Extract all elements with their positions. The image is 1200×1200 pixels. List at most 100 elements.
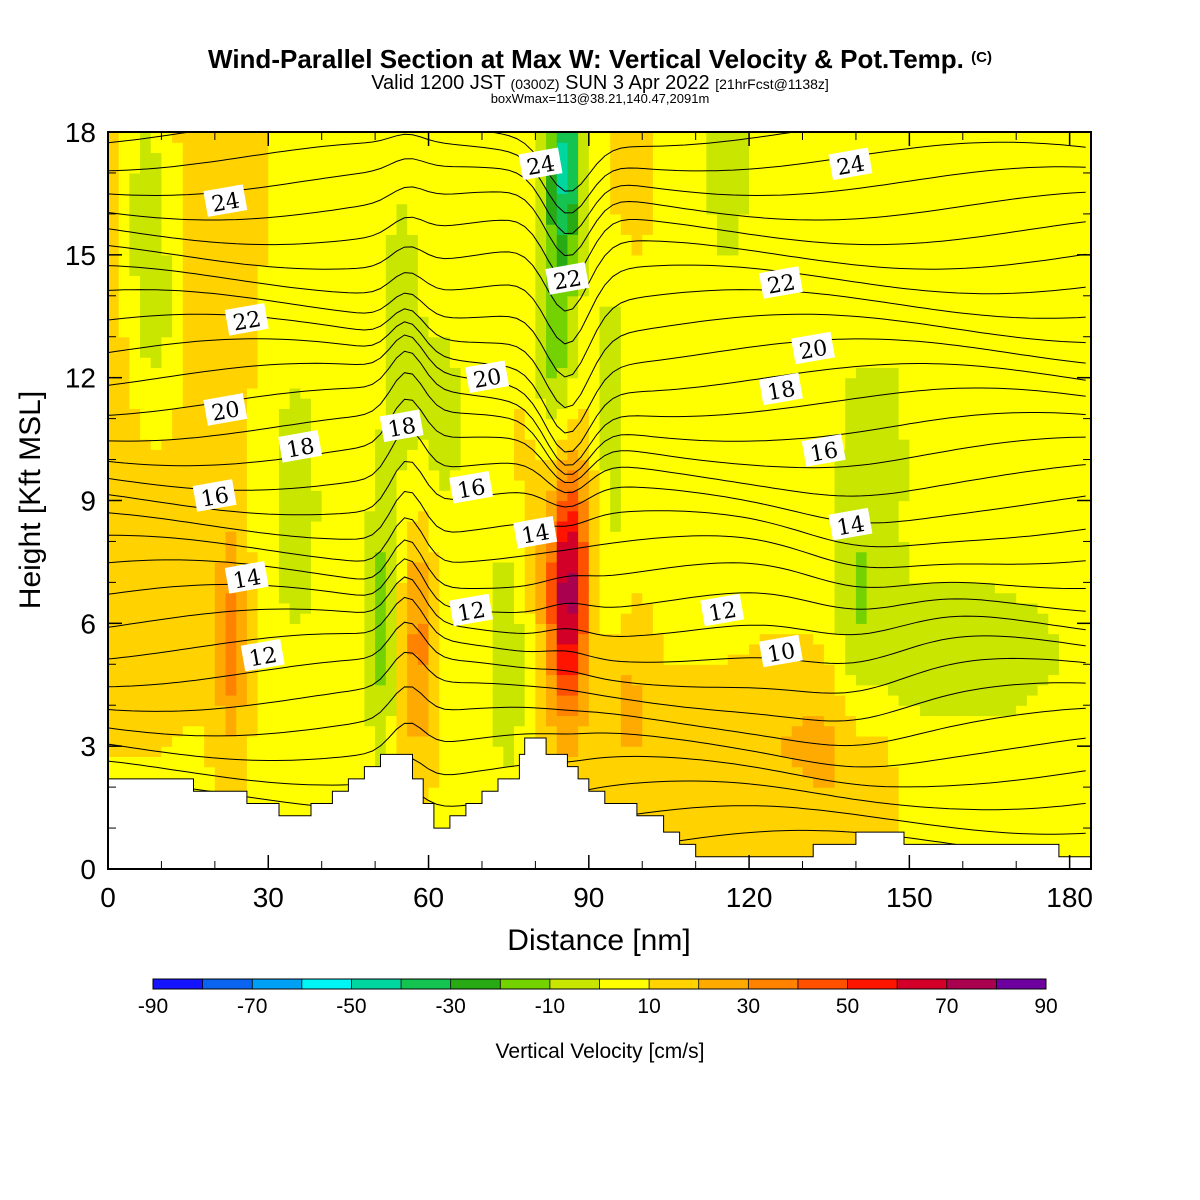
theta-contours	[108, 132, 1086, 860]
chart-subtitle: Valid 1200 JST (0300Z) SUN 3 Apr 2022 [2…	[0, 72, 1200, 95]
colorbar-title: Vertical Velocity [cm/s]	[496, 1040, 705, 1063]
theta-label-text: 14	[520, 520, 552, 549]
theta-label-text: 20	[472, 364, 504, 393]
x-tick-label: 180	[1046, 882, 1093, 913]
copyright-mark: (C)	[971, 49, 992, 66]
colorbar-swatch	[847, 979, 898, 989]
forecast-info: [21hrFcst@1138z]	[715, 76, 829, 92]
colorbar-label: -90	[138, 995, 168, 1018]
colorbar-label: -50	[336, 995, 366, 1018]
theta-label-text: 22	[231, 307, 263, 336]
colorbar-swatch	[549, 979, 600, 989]
theta-label: 22	[224, 303, 269, 337]
colorbar-label: -70	[237, 995, 267, 1018]
theta-label-text: 12	[247, 643, 279, 672]
x-tick-label: 0	[100, 882, 116, 913]
theta-label: 18	[379, 409, 424, 443]
y-tick-label: 0	[80, 854, 96, 885]
theta-label-text: 22	[765, 270, 797, 299]
theta-label-text: 14	[231, 565, 263, 594]
theta-label-text: 24	[835, 152, 867, 181]
theta-label: 24	[518, 147, 563, 181]
theta-label: 12	[240, 638, 285, 672]
theta-label: 24	[203, 184, 248, 218]
valid-date: SUN 3 Apr 2022	[565, 72, 710, 94]
colorbar-swatch	[649, 979, 700, 989]
colorbar-swatch	[252, 979, 303, 989]
theta-label: 22	[758, 266, 803, 300]
colorbar-swatch	[301, 979, 352, 989]
x-tick-label: 60	[413, 882, 444, 913]
colorbar-swatch	[897, 979, 948, 989]
x-axis-title: Distance [nm]	[507, 924, 690, 957]
theta-label: 18	[758, 372, 803, 406]
y-tick-label: 3	[80, 731, 96, 762]
x-tick-label: 90	[573, 882, 604, 913]
colorbar-swatch	[599, 979, 650, 989]
box-info: boxWmax=113@38.21,140.47,2091m	[490, 91, 710, 106]
theta-label-text: 16	[199, 483, 231, 512]
y-axis-title: Height [Kft MSL]	[14, 391, 47, 609]
theta-label-text: 18	[285, 434, 317, 463]
theta-label-text: 12	[456, 598, 488, 627]
colorbar-label: 50	[836, 995, 859, 1018]
theta-label: 20	[791, 331, 835, 365]
theta-label: 14	[828, 507, 873, 541]
colorbar-label: -10	[535, 995, 565, 1018]
colorbar: -90 -70 -50 -30 -10 10 30 50 70 90	[138, 978, 1058, 1018]
colorbar-swatch	[698, 979, 749, 989]
colorbar-swatch	[401, 979, 452, 989]
theta-label: 22	[545, 262, 590, 296]
theta-label-text: 20	[798, 336, 830, 365]
theta-label-text: 14	[835, 512, 867, 541]
colorbar-label: 90	[1034, 995, 1057, 1018]
theta-label-text: 24	[210, 188, 242, 217]
theta-label: 14	[224, 561, 269, 595]
theta-label: 16	[449, 470, 494, 504]
colorbar-swatch	[500, 979, 551, 989]
colorbar-label: 70	[935, 995, 958, 1018]
y-tick-label: 6	[80, 608, 96, 639]
colorbar-swatch	[351, 979, 402, 989]
theta-label-text: 16	[456, 475, 488, 504]
theta-label: 20	[203, 393, 248, 427]
y-tick-label: 15	[65, 240, 96, 271]
colorbar-swatch	[202, 979, 253, 989]
colorbar-swatch	[797, 979, 849, 989]
axes: 0 30 60 90 120 150 180 0 3 6 9 12 15 18	[65, 117, 1093, 913]
colorbar-swatch	[450, 979, 501, 989]
x-tick-label: 150	[886, 882, 933, 913]
theta-label: 16	[192, 479, 237, 513]
colorbar-label: -30	[435, 995, 465, 1018]
theta-label-text: 12	[707, 598, 739, 627]
theta-label: 24	[828, 147, 873, 181]
valid-prefix: Valid 1200 JST	[371, 72, 505, 94]
theta-label-text: 16	[808, 438, 840, 467]
colorbar-label: 30	[737, 995, 760, 1018]
theta-label-text: 10	[765, 639, 797, 668]
theta-label: 18	[278, 430, 323, 464]
theta-label: 16	[801, 434, 846, 468]
y-tick-label: 12	[65, 363, 96, 394]
colorbar-swatch	[946, 979, 997, 989]
colorbar-swatch	[153, 979, 204, 989]
chart-title: Wind-Parallel Section at Max W: Vertical…	[0, 44, 1200, 75]
chart-title-text: Wind-Parallel Section at Max W: Vertical…	[208, 44, 964, 74]
x-tick-label: 120	[726, 882, 773, 913]
theta-label: 12	[700, 593, 745, 627]
colorbar-swatch	[996, 979, 1047, 989]
theta-label-text: 20	[210, 397, 242, 426]
x-tick-label: 30	[253, 882, 284, 913]
theta-label: 14	[513, 516, 558, 550]
theta-label-text: 22	[552, 266, 584, 295]
theta-label-text: 18	[386, 414, 418, 443]
colorbar-swatch	[748, 979, 799, 989]
colorbar-label: 10	[637, 995, 660, 1018]
theta-label-text: 18	[765, 377, 797, 406]
valid-utc: (0300Z)	[510, 76, 560, 92]
theta-label-text: 24	[525, 152, 557, 181]
theta-label: 20	[465, 360, 510, 394]
y-tick-label: 9	[80, 486, 96, 517]
